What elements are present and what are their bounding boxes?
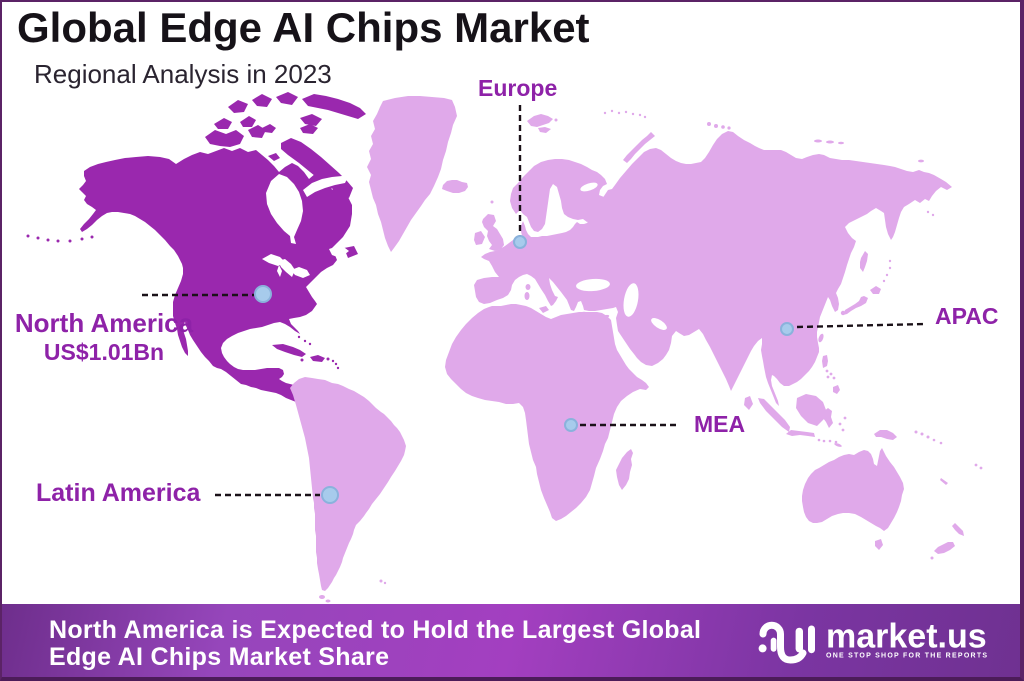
svg-text:market.us: market.us [826,618,987,656]
svg-text:ONE STOP SHOP FOR THE REPORTS: ONE STOP SHOP FOR THE REPORTS [826,653,988,660]
